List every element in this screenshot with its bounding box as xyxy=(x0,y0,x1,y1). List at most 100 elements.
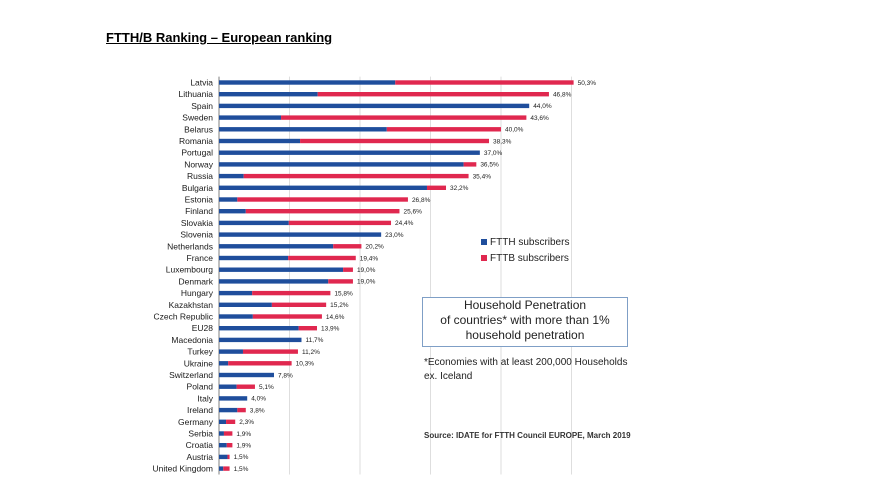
category-label: Norway xyxy=(184,159,214,169)
bar-fttb xyxy=(242,349,298,354)
bar-ftth xyxy=(219,419,227,424)
category-label: Portugal xyxy=(181,148,213,158)
bar-fttb xyxy=(298,326,317,331)
bar-fttb xyxy=(237,407,246,413)
bar-fttb xyxy=(223,466,230,471)
bar-ftth xyxy=(219,314,253,319)
data-label: 50,3% xyxy=(578,80,597,87)
bar-ftth xyxy=(219,466,224,471)
info-box-line2: of countries* with more than 1% xyxy=(440,313,610,327)
category-label: Ireland xyxy=(187,405,213,415)
data-label: 15,2% xyxy=(330,302,349,309)
data-label: 19,0% xyxy=(357,279,376,286)
bar-fttb xyxy=(395,80,574,85)
bar-ftth xyxy=(219,150,480,155)
data-label: 5,1% xyxy=(259,384,274,391)
footnote: *Economies with at least 200,000 Househo… xyxy=(424,356,627,384)
bar-fttb xyxy=(300,138,490,144)
category-label: Kazakhstan xyxy=(169,300,214,310)
bar-ftth xyxy=(219,115,282,120)
data-label: 40,0% xyxy=(505,127,524,134)
category-label: Croatia xyxy=(186,440,214,450)
legend-fttb-label: FTTB subscribers xyxy=(490,253,569,264)
category-label: Germany xyxy=(178,417,214,427)
bar-ftth xyxy=(219,407,238,413)
category-label: Austria xyxy=(187,452,214,462)
bar-ftth xyxy=(219,454,228,460)
category-label: Sweden xyxy=(182,113,213,123)
bar-ftth xyxy=(219,232,382,237)
bar-ftth xyxy=(219,372,274,378)
data-label: 43,6% xyxy=(530,115,549,122)
bar-ftth xyxy=(219,326,299,331)
info-box: Household Penetration of countries* with… xyxy=(422,297,628,347)
data-label: 19,0% xyxy=(357,267,376,274)
bar-ftth xyxy=(219,197,238,202)
bar-fttb xyxy=(271,302,327,307)
category-label: Slovakia xyxy=(181,218,213,228)
data-label: 2,3% xyxy=(239,419,254,426)
bar-ftth xyxy=(219,244,334,249)
footnote-line2: ex. Iceland xyxy=(424,371,473,382)
bar-ftth xyxy=(219,384,237,389)
bar-fttb xyxy=(333,244,362,249)
bar-fttb xyxy=(237,197,408,202)
category-label: Netherlands xyxy=(167,241,213,251)
bar-fttb xyxy=(245,209,400,214)
legend-ftth-swatch xyxy=(481,239,487,245)
data-label: 1,9% xyxy=(236,431,251,438)
bar-ftth xyxy=(219,337,302,343)
bar-ftth xyxy=(219,431,224,436)
data-label: 1,9% xyxy=(236,443,251,450)
category-label: Lithuania xyxy=(178,89,213,99)
data-label: 3,8% xyxy=(250,407,265,414)
legend-fttb-swatch xyxy=(481,255,487,261)
bar-fttb xyxy=(328,279,353,284)
bar-fttb xyxy=(288,255,356,261)
bar-ftth xyxy=(219,443,227,448)
category-label: EU28 xyxy=(192,323,214,333)
legend-ftth-label: FTTH subscribers xyxy=(490,237,569,248)
bar-ftth xyxy=(219,279,329,284)
data-label: 15,8% xyxy=(334,290,353,297)
bar-ftth xyxy=(219,349,243,354)
category-label: France xyxy=(187,253,214,263)
category-label: Serbia xyxy=(188,429,213,439)
bar-fttb xyxy=(236,384,255,389)
category-label: Russia xyxy=(187,171,213,181)
bar-fttb xyxy=(226,419,236,424)
bar-fttb xyxy=(317,92,549,97)
info-box-line1: Household Penetration xyxy=(463,298,587,312)
category-label: Denmark xyxy=(179,276,214,286)
category-label: Italy xyxy=(197,393,213,403)
category-label: Poland xyxy=(187,382,214,392)
category-label: Switzerland xyxy=(169,370,213,380)
data-label: 35,4% xyxy=(473,173,492,180)
bar-ftth xyxy=(219,103,530,109)
data-label: 38,3% xyxy=(493,138,512,145)
bar-fttb xyxy=(243,173,469,179)
data-label: 37,0% xyxy=(484,150,503,157)
data-label: 4,0% xyxy=(251,396,266,403)
bar-fttb xyxy=(227,454,230,460)
bar-ftth xyxy=(219,220,289,226)
bar-ftth xyxy=(219,138,301,144)
data-label: 1,5% xyxy=(234,454,249,461)
data-label: 46,8% xyxy=(553,92,572,99)
page-title: FTTH/B Ranking – European ranking xyxy=(106,30,333,45)
footnote-line1: *Economies with at least 200,000 Househo… xyxy=(424,357,628,368)
bar-fttb xyxy=(386,127,501,132)
bar-fttb xyxy=(252,290,331,296)
data-label: 10,3% xyxy=(296,361,315,368)
bar-fttb xyxy=(223,431,233,436)
category-label: Czech Republic xyxy=(153,312,213,322)
bar-fttb xyxy=(281,115,527,120)
bar-ftth xyxy=(219,173,244,179)
category-label: Macedonia xyxy=(171,335,213,345)
category-label: Luxembourg xyxy=(166,265,214,275)
category-label: Belarus xyxy=(184,124,213,134)
bar-ftth xyxy=(219,162,464,167)
bar-ftth xyxy=(219,92,318,97)
bar-ftth xyxy=(219,80,396,85)
data-label: 11,2% xyxy=(302,349,320,356)
